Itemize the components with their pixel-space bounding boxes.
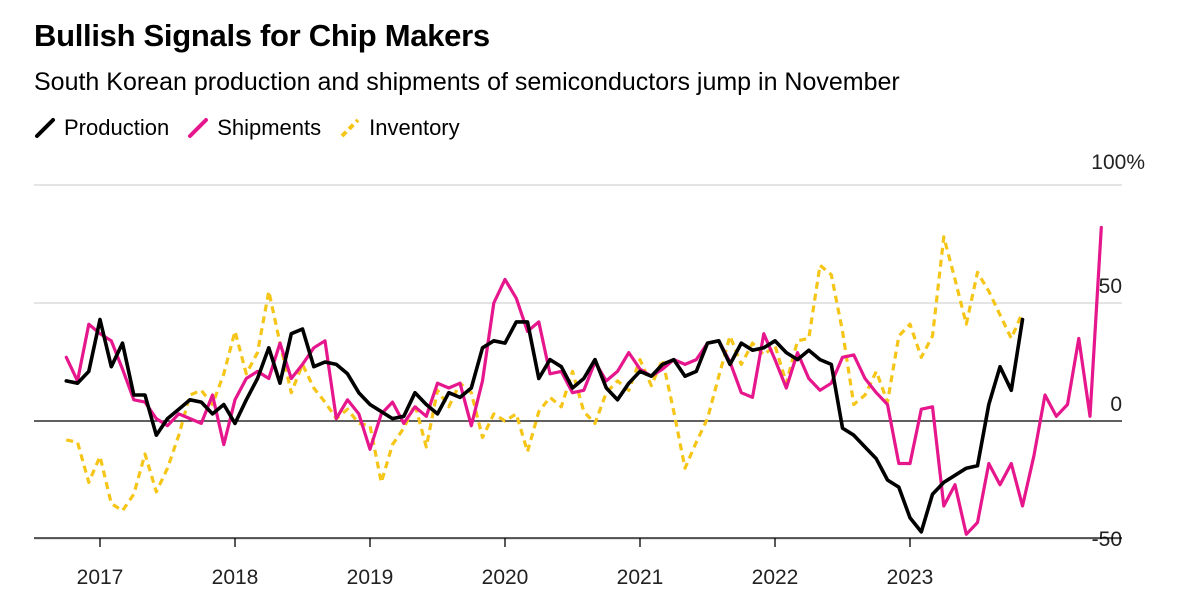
series-line-inventory (65, 235, 1024, 513)
chart-subtitle: South Korean production and shipments of… (34, 68, 900, 96)
legend-item-shipments: Shipments (187, 115, 321, 141)
series-line-shipments (64, 225, 1103, 536)
y-axis-labels: 100% 50 0 -50 (1091, 151, 1145, 551)
x-tick-label: 2017 (77, 566, 124, 589)
gridlines (34, 184, 1122, 540)
x-tick-label: 2022 (752, 566, 799, 589)
chart-title: Bullish Signals for Chip Makers (34, 18, 490, 53)
x-tick-label: 2021 (617, 566, 664, 589)
y-tick-label: 100% (1091, 151, 1145, 174)
legend-swatch-shipments (188, 118, 209, 138)
y-tick-label: 50 (1099, 275, 1122, 298)
x-axis: 2017 2018 2019 2020 2021 2022 2023 (34, 537, 1122, 589)
legend-swatch-inventory (340, 118, 360, 138)
x-tick-label: 2023 (887, 566, 934, 589)
x-tick-label: 2019 (347, 566, 394, 589)
x-tick-label: 2018 (212, 566, 259, 589)
legend-label-shipments: Shipments (217, 115, 322, 140)
series-line-production (64, 317, 1025, 534)
legend: Production Shipments Inventory (34, 115, 478, 141)
legend-item-production: Production (34, 115, 169, 141)
legend-item-inventory: Inventory (339, 115, 460, 141)
x-tick-label: 2020 (482, 566, 529, 589)
y-tick-label: 0 (1110, 393, 1122, 416)
legend-swatch-production (35, 118, 55, 138)
y-tick-label: -50 (1092, 528, 1122, 551)
legend-label-production: Production (64, 115, 170, 140)
legend-label-inventory: Inventory (369, 115, 460, 140)
series-lines (64, 225, 1103, 536)
